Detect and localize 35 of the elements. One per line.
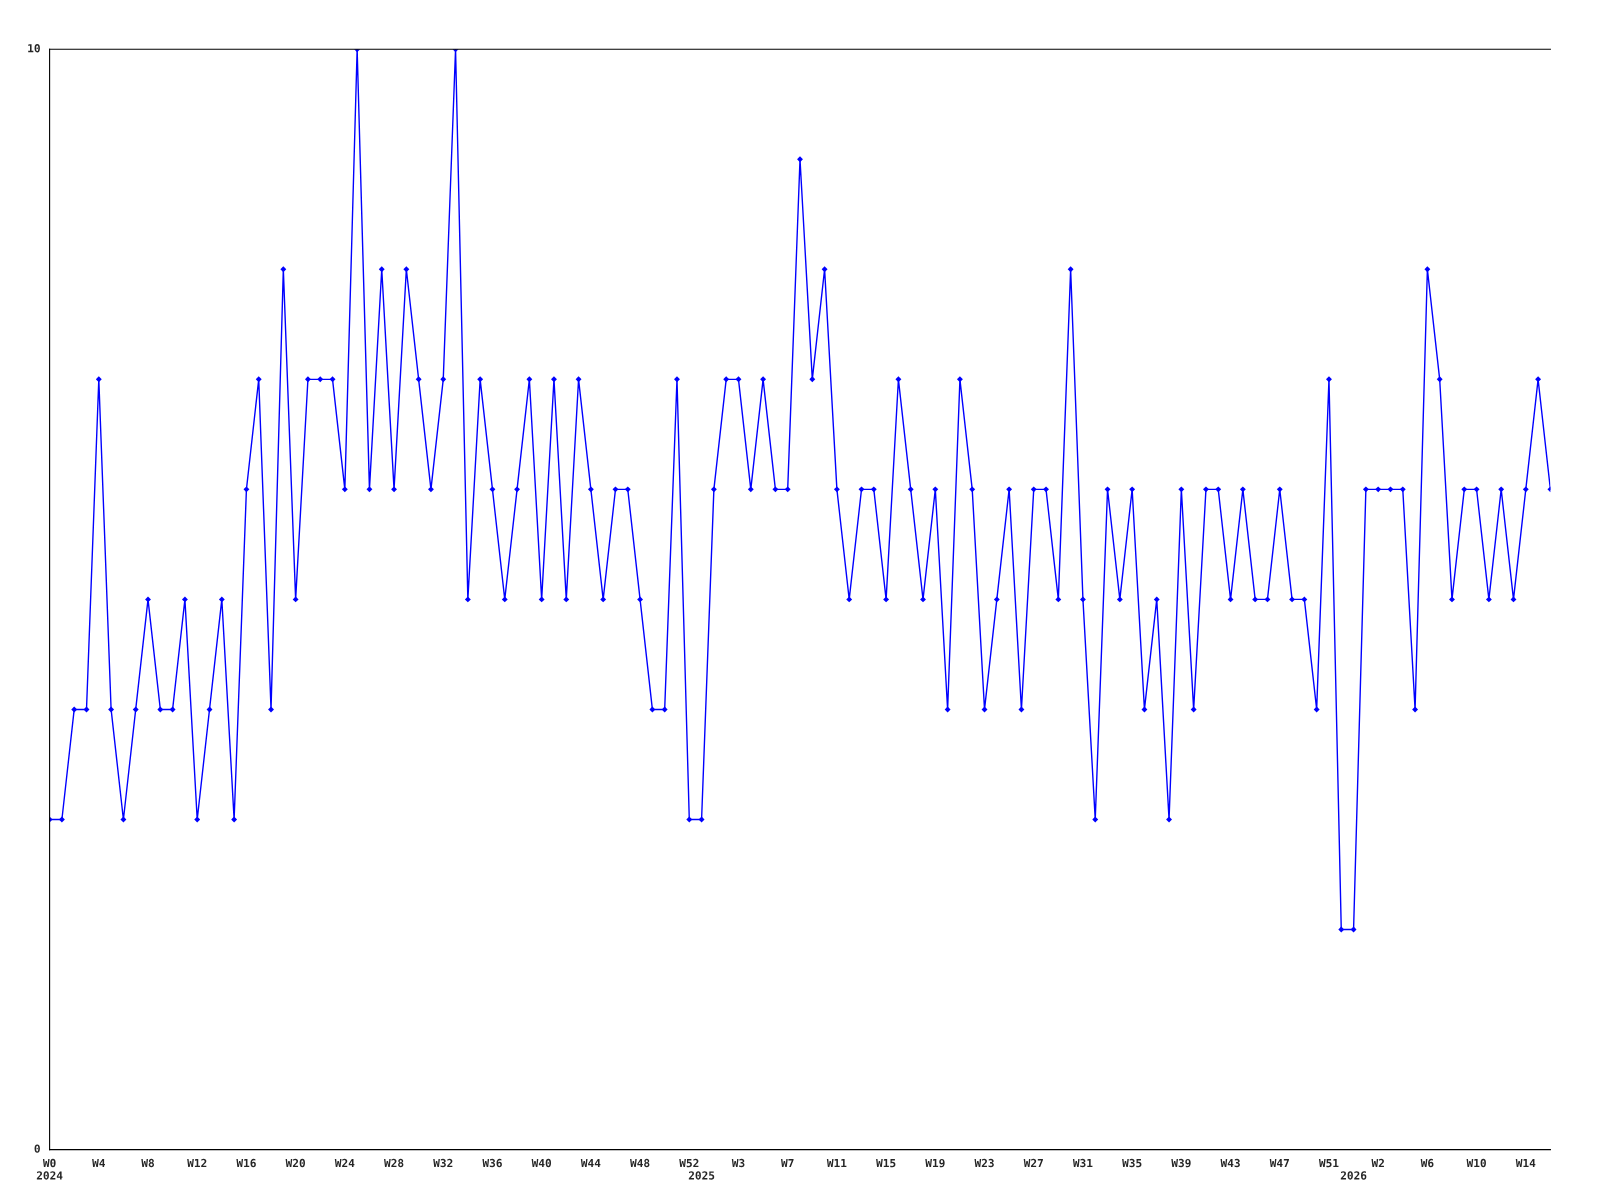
x-tick-label: W47	[1269, 1158, 1289, 1168]
x-tick-label: W31	[1072, 1158, 1093, 1168]
x-tick-label: 2025	[688, 1171, 715, 1180]
x-tick-label: W19	[925, 1158, 945, 1168]
x-tick-label: W40	[531, 1158, 552, 1168]
x-tick-label: W6	[1420, 1158, 1434, 1168]
y-tick-label: 10	[28, 44, 40, 53]
x-tick-label: W7	[781, 1158, 794, 1168]
x-tick-label: W44	[580, 1158, 601, 1168]
x-tick-label: W48	[630, 1158, 650, 1168]
x-tick-label: W15	[876, 1158, 896, 1168]
y-tick-label: 0	[34, 1144, 40, 1153]
x-tick-label: W24	[334, 1158, 355, 1168]
x-tick-label: W43	[1220, 1158, 1240, 1168]
x-tick-label: W12	[187, 1158, 207, 1168]
x-tick-label: W51	[1318, 1158, 1339, 1168]
x-tick-label: W2	[1371, 1158, 1384, 1168]
x-tick-label: W28	[384, 1158, 404, 1168]
x-tick-label: W4	[92, 1158, 105, 1168]
x-tick-label: W10	[1466, 1158, 1486, 1168]
x-tick-label: W20	[285, 1158, 305, 1168]
x-tick-label: W23	[974, 1158, 994, 1168]
x-tick-label: W11	[826, 1158, 847, 1168]
x-tick-label: W35	[1122, 1158, 1142, 1168]
x-tick-label: W0 2024	[36, 1158, 63, 1180]
x-tick-label: W36	[482, 1158, 502, 1168]
x-tick-label: W39	[1171, 1158, 1191, 1168]
x-tick-label: W16	[236, 1158, 256, 1168]
x-tick-label: W8	[141, 1158, 154, 1168]
x-tick-label: W52	[679, 1158, 699, 1168]
x-tick-label: W27	[1023, 1158, 1043, 1168]
x-tick-label: W3	[731, 1158, 745, 1168]
x-tick-label: W14	[1515, 1158, 1536, 1168]
x-tick-label: 2026	[1340, 1171, 1367, 1180]
x-tick-label: W32	[433, 1158, 453, 1168]
